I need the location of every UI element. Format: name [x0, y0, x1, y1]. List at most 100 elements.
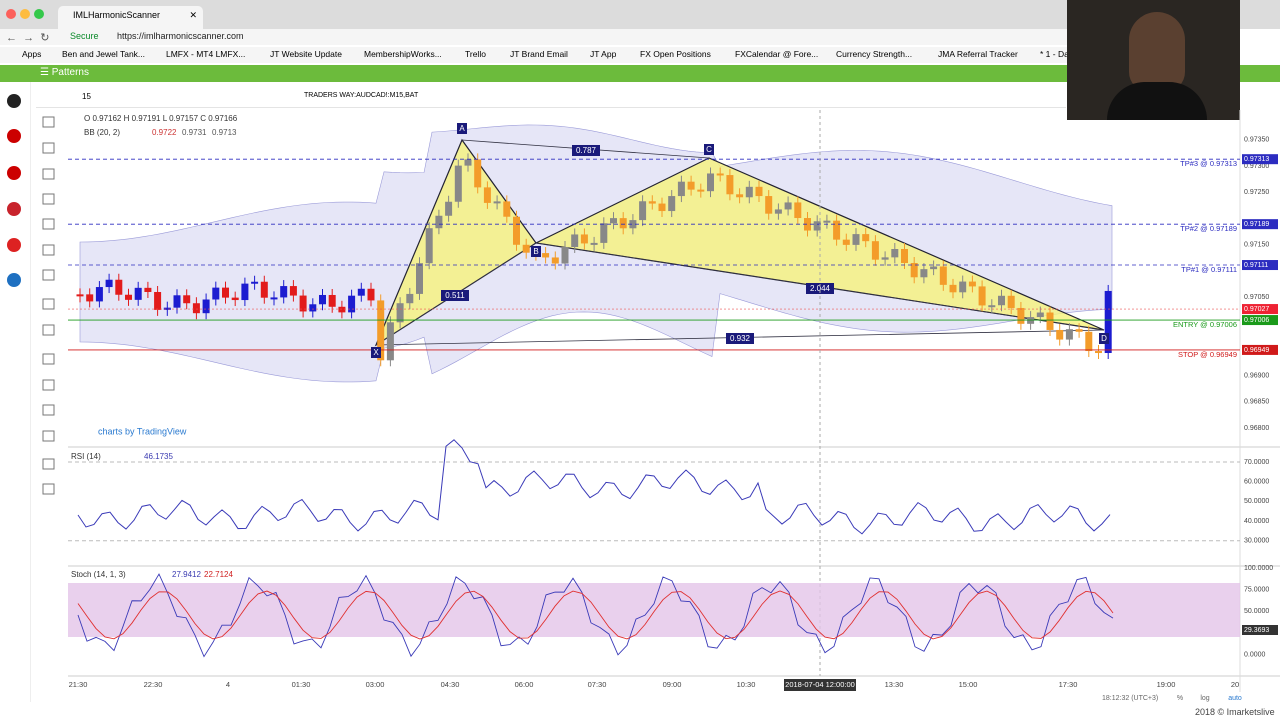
candle-body [571, 234, 579, 247]
app-icon[interactable] [7, 202, 21, 216]
tool-icon[interactable] [42, 379, 55, 391]
candle-body [309, 304, 317, 312]
bookmark[interactable]: Trello [465, 49, 486, 59]
tool-icon[interactable] [42, 142, 55, 154]
menu-patterns[interactable]: ☰ Patterns [40, 67, 89, 78]
tab-bar [0, 0, 1280, 29]
app-icon[interactable] [7, 129, 21, 143]
cursor-time: 2018-07-04 12:00:00 [785, 680, 855, 689]
bookmark[interactable]: LMFX - MT4 LMFX... [166, 49, 246, 59]
app-icon[interactable] [7, 238, 21, 252]
tool-icon[interactable] [42, 430, 55, 442]
url[interactable]: https://imlharmonicscanner.com [117, 31, 244, 41]
tool-icon[interactable] [42, 168, 55, 180]
price-tag-text: 0.97006 [1244, 317, 1269, 324]
candle-body [794, 202, 802, 219]
candle-body [580, 234, 588, 244]
point-label: B [533, 247, 538, 256]
candle-body [299, 295, 307, 312]
candle-body [445, 201, 453, 216]
bookmark[interactable]: * 1 - Da [1040, 49, 1069, 59]
candle-body [357, 288, 365, 296]
app-icon[interactable] [7, 94, 21, 108]
ratio-label: 0.511 [445, 291, 465, 300]
candle-body [551, 257, 559, 264]
nav-buttons[interactable]: ← → ↻ [6, 32, 50, 44]
scale-button[interactable]: auto [1228, 695, 1242, 702]
bookmark[interactable]: MembershipWorks... [364, 49, 442, 59]
tool-icon[interactable] [42, 298, 55, 310]
candle-body [968, 281, 976, 287]
bookmarks-bar: Apps Ben and Jewel Tank... LMFX - MT4 LMFX… [0, 47, 1069, 63]
stoch-d [77, 590, 1114, 640]
tool-icon[interactable] [42, 116, 55, 128]
candle-body [231, 297, 239, 301]
tool-icon[interactable] [42, 404, 55, 416]
tool-icon[interactable] [42, 483, 55, 495]
scale-button[interactable]: % [1177, 695, 1183, 702]
time-label: 01:30 [292, 680, 311, 689]
candle-body [86, 294, 94, 302]
tool-icon[interactable] [42, 244, 55, 256]
candle-body [629, 220, 637, 229]
ratio-label: 2.044 [810, 284, 831, 293]
bookmark[interactable]: FXCalendar @ Fore... [735, 49, 819, 59]
bookmark[interactable]: JMA Referral Tracker [938, 49, 1018, 59]
candle-body [396, 303, 404, 323]
app-icon[interactable] [7, 273, 21, 287]
candle-body [871, 241, 879, 260]
tab-close[interactable]: ✕ [189, 10, 197, 20]
candle-body [513, 216, 520, 245]
bookmark[interactable]: FX Open Positions [640, 49, 711, 59]
rsi-axis-label: 60.0000 [1244, 479, 1269, 486]
tool-icon[interactable] [42, 324, 55, 336]
tool-icon[interactable] [42, 218, 55, 230]
candle-body [183, 295, 191, 304]
bookmark[interactable]: Apps [22, 49, 42, 59]
candle-body [736, 194, 744, 198]
candle-body [76, 294, 84, 297]
bookmark[interactable]: Currency Strength... [836, 49, 913, 59]
candle-body [454, 165, 462, 202]
stoch-axis-label: 100.0000 [1244, 565, 1273, 572]
candle-body [619, 218, 627, 229]
bookmark[interactable]: JT Website Update [270, 49, 342, 59]
window-controls[interactable] [6, 9, 16, 19]
address-bar [0, 29, 1067, 45]
stoch-axis-label: 75.0000 [1244, 587, 1269, 594]
ohlc: O 0.97162 H 0.97191 L 0.97157 C 0.97166 [84, 114, 238, 123]
tool-icon[interactable] [42, 458, 55, 470]
price-axis-label: 0.97250 [1244, 189, 1269, 196]
candle-body [1036, 312, 1044, 318]
tool-icon[interactable] [42, 193, 55, 205]
rsi-axis-label: 40.0000 [1244, 518, 1269, 525]
price-tag-text: 0.97111 [1244, 262, 1268, 269]
candle-body [949, 284, 957, 293]
bookmark[interactable]: JT Brand Email [510, 49, 568, 59]
interval[interactable]: 15 [82, 92, 91, 101]
candle-body [222, 287, 229, 298]
bollinger-band [79, 124, 1113, 383]
footer: 2018 © Imarketslive [1195, 707, 1275, 717]
tool-icon[interactable] [42, 353, 55, 365]
bookmark[interactable]: Ben and Jewel Tank... [62, 49, 146, 59]
tool-icon[interactable] [42, 269, 55, 281]
candle-body [435, 215, 443, 229]
candle-body [910, 262, 918, 278]
candle-body [726, 175, 734, 195]
bookmark[interactable]: JT App [590, 49, 617, 59]
app-icon[interactable] [7, 166, 21, 180]
level-label: TP#3 @ 0.97313 [1180, 159, 1237, 168]
symbol[interactable]: TRADERS WAY:AUDCAD!:M15,BAT [304, 92, 419, 99]
scale-button[interactable]: log [1200, 695, 1209, 702]
candle-body [978, 286, 986, 306]
rsi-label: RSI (14) [71, 452, 101, 461]
tab[interactable]: IMLHarmonicScanner ✕ [58, 6, 203, 29]
candle-body [765, 196, 773, 214]
ratio-tag [806, 283, 834, 294]
price-axis-label: 0.96800 [1244, 425, 1269, 432]
candle-body [115, 279, 123, 295]
candle-body [1017, 307, 1025, 324]
candle-body [1085, 331, 1093, 352]
